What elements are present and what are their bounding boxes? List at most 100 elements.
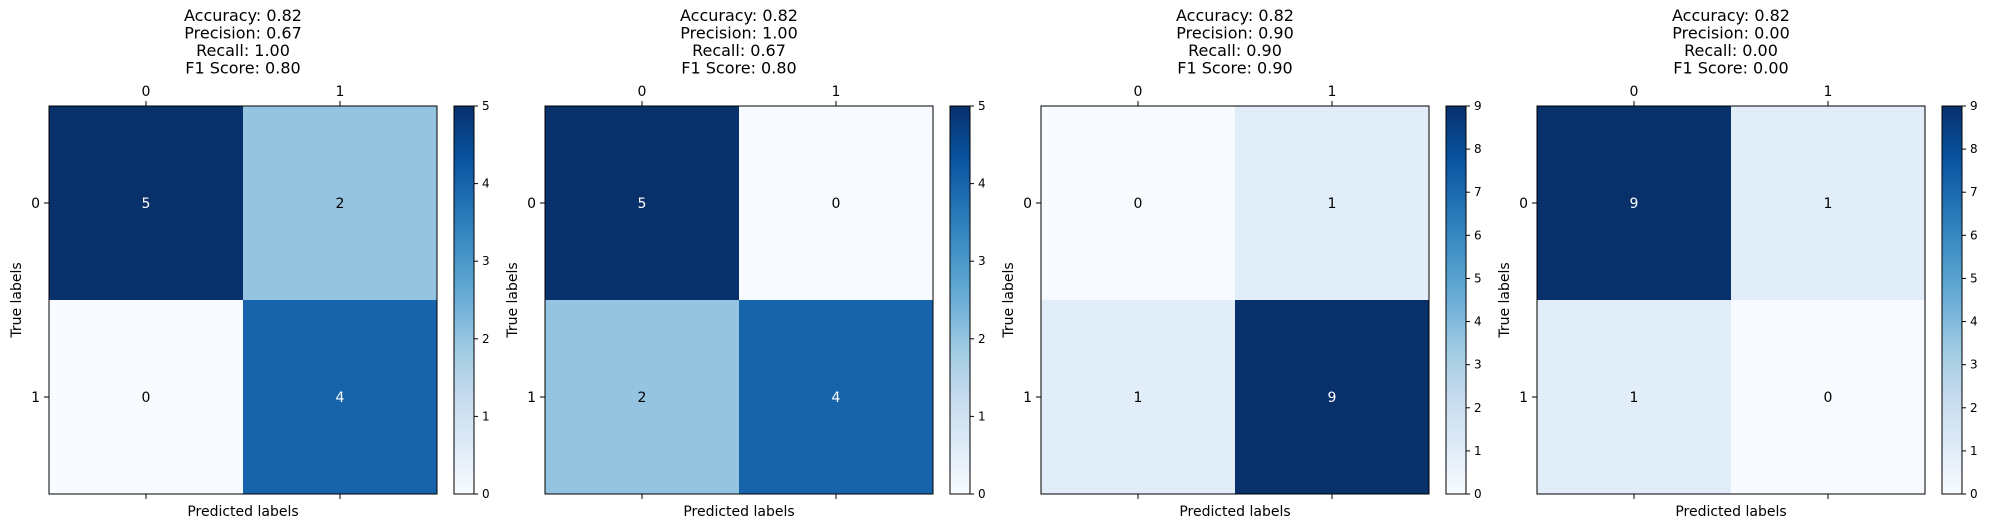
heatmap-cell [1537, 300, 1731, 494]
title-line: Recall: 0.90 [1188, 41, 1282, 60]
cell-value-label: 5 [142, 196, 151, 212]
y-tick-label: 0 [31, 196, 40, 212]
colorbar-tick-label: 7 [1970, 185, 1978, 199]
cell-value-label: 1 [1630, 390, 1639, 406]
heatmap-cell [1731, 106, 1925, 300]
y-tick-label: 1 [527, 390, 536, 406]
title-line: F1 Score: 0.80 [681, 59, 796, 78]
y-axis-label: True labels [1497, 262, 1513, 338]
colorbar-tick-label: 6 [1970, 228, 1978, 242]
title-line: Recall: 0.00 [1684, 41, 1778, 60]
colorbar-tick-label: 5 [482, 99, 490, 113]
colorbar-tick-label: 8 [1474, 142, 1482, 156]
x-tick-label: 1 [1328, 84, 1337, 100]
heatmap-cell [545, 300, 739, 494]
colorbar-tick-label: 4 [482, 177, 490, 191]
x-axis-label: Predicted labels [1179, 504, 1290, 520]
cell-value-label: 0 [832, 196, 841, 212]
colorbar-tick-label: 8 [1970, 142, 1978, 156]
plot-frame [1536, 105, 1926, 495]
x-axis-label: Predicted labels [187, 504, 298, 520]
colorbar-tick-label: 5 [1970, 271, 1978, 285]
cell-value-label: 0 [1134, 196, 1143, 212]
colorbar-tick-label: 3 [978, 254, 986, 268]
colorbar-tick-label: 3 [1970, 358, 1978, 372]
cell-value-label: 2 [336, 196, 345, 212]
title-line: Precision: 0.67 [184, 24, 302, 43]
y-tick-label: 1 [31, 390, 40, 406]
colorbar-tick-label: 9 [1474, 99, 1482, 113]
heatmap-cell [739, 106, 933, 300]
y-tick-label: 0 [527, 196, 536, 212]
colorbar-tick-label: 3 [1474, 358, 1482, 372]
colorbar-tick-label: 4 [978, 177, 986, 191]
cell-value-label: 4 [832, 390, 841, 406]
heatmap-cell [243, 300, 437, 494]
y-tick-label: 1 [1519, 390, 1528, 406]
title-line: Accuracy: 0.82 [1176, 6, 1294, 25]
colorbar-tick-label: 2 [1474, 401, 1482, 415]
colorbar-tick-label: 5 [978, 99, 986, 113]
colorbar [949, 105, 971, 495]
title-line: Recall: 0.67 [692, 41, 786, 60]
cell-value-label: 1 [1328, 196, 1337, 212]
x-tick-label: 1 [336, 84, 345, 100]
cell-value-label: 1 [1824, 196, 1833, 212]
title-line: F1 Score: 0.00 [1673, 59, 1788, 78]
colorbar-tick-label: 6 [1474, 228, 1482, 242]
x-tick-label: 0 [638, 84, 647, 100]
heatmap-cell [1041, 106, 1235, 300]
y-axis-label: True labels [505, 262, 521, 338]
x-tick-label: 1 [1824, 84, 1833, 100]
colorbar-tick-label: 9 [1970, 99, 1978, 113]
colorbar-tick-label: 7 [1474, 185, 1482, 199]
title-line: Precision: 0.00 [1672, 24, 1790, 43]
colorbar-tick-label: 3 [482, 254, 490, 268]
cell-value-label: 2 [638, 390, 647, 406]
heatmap-cell [49, 106, 243, 300]
x-axis-label: Predicted labels [683, 504, 794, 520]
heatmap-cell [1235, 300, 1429, 494]
title-line: Accuracy: 0.82 [680, 6, 798, 25]
colorbar-tick-label: 5 [1474, 271, 1482, 285]
x-axis-label: Predicted labels [1675, 504, 1786, 520]
x-tick-label: 0 [1134, 84, 1143, 100]
y-tick-label: 0 [1519, 196, 1528, 212]
heatmap-cell [545, 106, 739, 300]
colorbar-tick-label: 0 [1474, 487, 1482, 501]
x-tick-label: 1 [832, 84, 841, 100]
colorbar-tick-label: 2 [978, 332, 986, 346]
y-axis-label: True labels [1001, 262, 1017, 338]
heatmap-cell [1041, 300, 1235, 494]
heatmap-cell [1731, 300, 1925, 494]
title-line: F1 Score: 0.90 [1177, 59, 1292, 78]
colorbar-tick-label: 2 [482, 332, 490, 346]
title-line: Precision: 1.00 [680, 24, 798, 43]
colorbar-tick-label: 1 [978, 409, 986, 423]
title-line: Recall: 1.00 [196, 41, 290, 60]
colorbar [1445, 105, 1467, 495]
title-line: Accuracy: 0.82 [1672, 6, 1790, 25]
colorbar-tick-label: 4 [1474, 315, 1482, 329]
colorbar-tick-label: 1 [1970, 444, 1978, 458]
colorbar [453, 105, 475, 495]
colorbar [1941, 105, 1963, 495]
colorbar-tick-label: 1 [482, 409, 490, 423]
heatmap-cell [1537, 106, 1731, 300]
heatmap-cell [739, 300, 933, 494]
title-line: Accuracy: 0.82 [184, 6, 302, 25]
cell-value-label: 9 [1630, 196, 1639, 212]
plot-frame [1040, 105, 1430, 495]
y-tick-label: 1 [1023, 390, 1032, 406]
x-tick-label: 0 [1630, 84, 1639, 100]
cell-value-label: 0 [1824, 390, 1833, 406]
cell-value-label: 1 [1134, 390, 1143, 406]
cell-value-label: 9 [1328, 390, 1337, 406]
